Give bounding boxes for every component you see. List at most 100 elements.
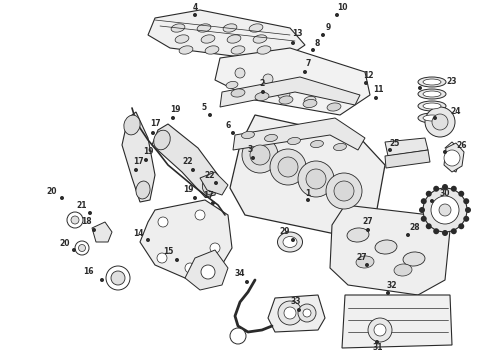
Circle shape xyxy=(431,196,459,224)
Circle shape xyxy=(374,324,386,336)
Polygon shape xyxy=(342,295,452,348)
Ellipse shape xyxy=(311,140,323,148)
Text: 4: 4 xyxy=(193,4,197,13)
Polygon shape xyxy=(200,172,228,195)
Text: 28: 28 xyxy=(410,224,420,233)
Ellipse shape xyxy=(231,46,245,54)
Text: 17: 17 xyxy=(133,158,143,166)
Circle shape xyxy=(366,228,370,232)
Text: 15: 15 xyxy=(163,248,173,256)
Circle shape xyxy=(458,223,464,229)
Ellipse shape xyxy=(403,252,425,266)
Circle shape xyxy=(388,148,392,152)
Ellipse shape xyxy=(252,86,264,94)
Polygon shape xyxy=(444,143,464,172)
Circle shape xyxy=(278,301,302,325)
Circle shape xyxy=(210,243,220,253)
Ellipse shape xyxy=(255,93,269,100)
Circle shape xyxy=(193,13,197,17)
Circle shape xyxy=(334,181,354,201)
Ellipse shape xyxy=(334,143,346,150)
Text: 12: 12 xyxy=(363,71,373,80)
Circle shape xyxy=(374,96,378,100)
Circle shape xyxy=(191,168,195,172)
Ellipse shape xyxy=(394,264,412,276)
Circle shape xyxy=(306,169,326,189)
Circle shape xyxy=(326,173,362,209)
Text: 19: 19 xyxy=(183,185,193,194)
Text: 29: 29 xyxy=(280,228,290,237)
Circle shape xyxy=(230,328,246,344)
Circle shape xyxy=(231,131,235,135)
Circle shape xyxy=(364,81,368,85)
Circle shape xyxy=(291,80,301,90)
Circle shape xyxy=(451,228,457,234)
Polygon shape xyxy=(385,150,430,168)
Circle shape xyxy=(193,196,197,200)
Circle shape xyxy=(298,161,334,197)
Text: 32: 32 xyxy=(387,280,397,289)
Circle shape xyxy=(423,188,467,232)
Text: 9: 9 xyxy=(325,23,331,32)
Polygon shape xyxy=(385,138,428,156)
Polygon shape xyxy=(152,124,218,197)
Ellipse shape xyxy=(288,138,300,145)
Circle shape xyxy=(442,230,448,236)
Text: 20: 20 xyxy=(47,188,57,197)
Circle shape xyxy=(425,107,455,137)
Circle shape xyxy=(303,309,311,317)
Circle shape xyxy=(151,131,155,135)
Text: 26: 26 xyxy=(457,140,467,149)
Circle shape xyxy=(158,217,168,227)
Circle shape xyxy=(111,271,125,285)
Polygon shape xyxy=(122,112,155,202)
Circle shape xyxy=(134,168,138,172)
Ellipse shape xyxy=(226,81,238,89)
Ellipse shape xyxy=(356,256,374,268)
Ellipse shape xyxy=(175,35,189,43)
Text: 25: 25 xyxy=(390,139,400,148)
Circle shape xyxy=(311,48,315,52)
Ellipse shape xyxy=(265,134,277,141)
Circle shape xyxy=(335,13,339,17)
Ellipse shape xyxy=(231,89,245,97)
Text: 6: 6 xyxy=(225,122,231,130)
Circle shape xyxy=(433,186,439,192)
Circle shape xyxy=(245,280,249,284)
Ellipse shape xyxy=(227,35,241,43)
Ellipse shape xyxy=(418,113,446,123)
Circle shape xyxy=(185,263,195,273)
Circle shape xyxy=(106,266,130,290)
Circle shape xyxy=(72,248,76,252)
Circle shape xyxy=(406,233,410,237)
Circle shape xyxy=(175,258,179,262)
Circle shape xyxy=(426,223,432,229)
Polygon shape xyxy=(330,205,450,295)
Ellipse shape xyxy=(277,232,302,252)
Circle shape xyxy=(78,244,85,252)
Circle shape xyxy=(321,33,325,37)
Text: 7: 7 xyxy=(305,59,311,68)
Ellipse shape xyxy=(197,24,211,32)
Text: 1: 1 xyxy=(305,189,311,198)
Circle shape xyxy=(201,265,215,279)
Circle shape xyxy=(298,304,316,322)
Ellipse shape xyxy=(418,89,446,99)
Circle shape xyxy=(67,212,83,228)
Polygon shape xyxy=(148,10,305,62)
Ellipse shape xyxy=(124,115,140,135)
Circle shape xyxy=(418,86,422,90)
Polygon shape xyxy=(92,222,112,242)
Circle shape xyxy=(92,228,96,232)
Ellipse shape xyxy=(327,103,341,111)
Text: 33: 33 xyxy=(291,297,301,306)
Text: 27: 27 xyxy=(357,253,368,262)
Ellipse shape xyxy=(423,91,441,97)
Text: 27: 27 xyxy=(363,217,373,226)
Text: 8: 8 xyxy=(314,40,319,49)
Text: 34: 34 xyxy=(235,270,245,279)
Ellipse shape xyxy=(423,103,441,109)
Ellipse shape xyxy=(205,46,219,54)
Circle shape xyxy=(303,70,307,74)
Circle shape xyxy=(375,340,379,344)
